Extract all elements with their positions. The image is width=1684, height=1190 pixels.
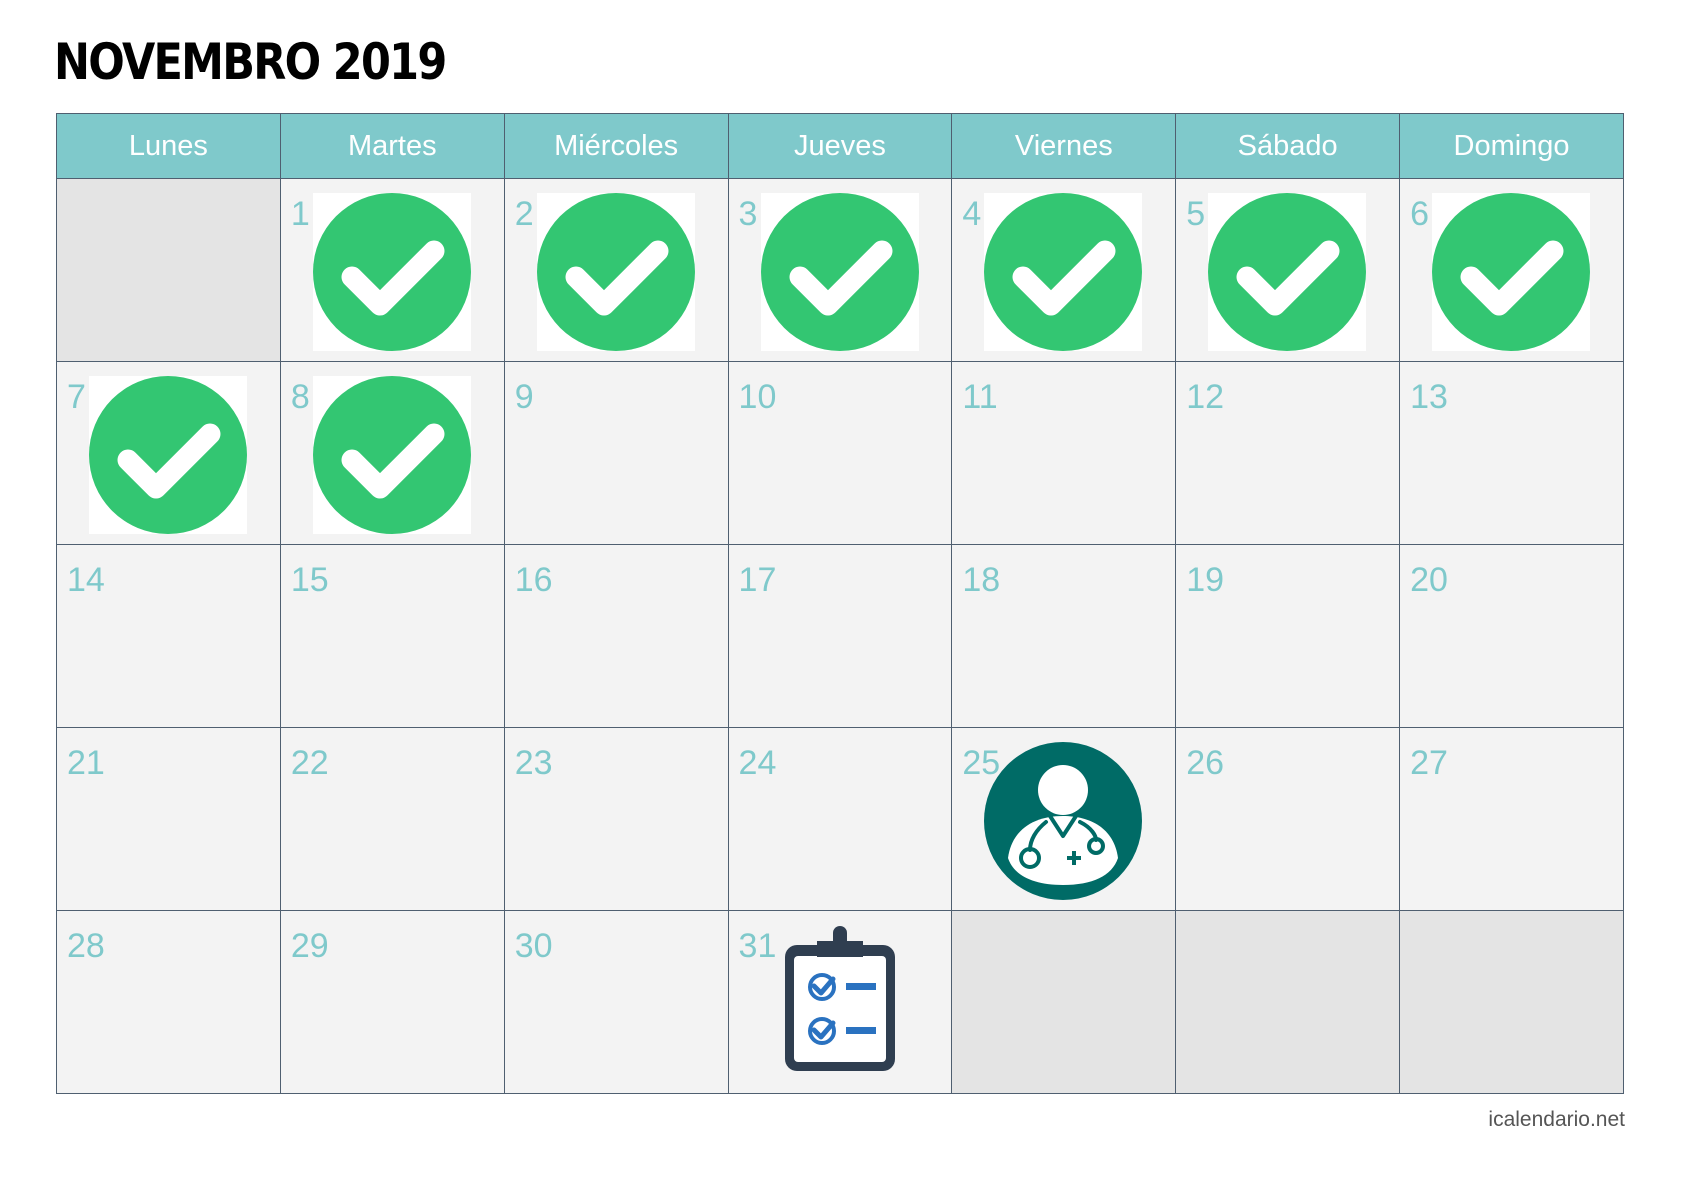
day-number: 16: [514, 561, 553, 599]
day-number: 6: [1410, 195, 1429, 233]
checkmark-circle-icon: [536, 193, 695, 351]
day-number: 5: [1186, 195, 1206, 233]
day-number: 29: [290, 927, 329, 965]
checkmark-circle-icon: [760, 193, 919, 351]
day-cell-7: 7: [56, 361, 281, 545]
day-number: 18: [962, 561, 1001, 599]
day-cell-10: 10: [727, 361, 953, 545]
day-cell-3: 3: [727, 178, 953, 362]
day-number: 24: [738, 744, 777, 782]
day-number: 27: [1410, 744, 1448, 782]
weekday-header-sabado: Sábado: [1175, 113, 1401, 179]
day-number: 20: [1410, 561, 1448, 599]
day-cell-23: 23: [503, 727, 729, 911]
day-number: 19: [1186, 561, 1225, 599]
day-cell-4: 4: [951, 178, 1177, 362]
day-number: 9: [514, 378, 534, 416]
day-number: 7: [67, 378, 86, 416]
day-cell-21: 21: [56, 727, 281, 911]
page-title: NOVEMBRO 2019: [54, 33, 447, 91]
day-number: 28: [67, 927, 105, 965]
weekday-header-row: Lunes Martes Miércoles Jueves Viernes Sá…: [56, 113, 1624, 179]
day-cell-31: 31: [727, 910, 953, 1094]
checkmark-circle-icon: [312, 193, 471, 351]
day-cell-13: 13: [1399, 361, 1624, 545]
day-number: 1: [290, 195, 310, 233]
day-cell-6: 6: [1399, 178, 1624, 362]
day-cell-19: 19: [1175, 544, 1401, 728]
weekday-header-lunes: Lunes: [56, 113, 281, 179]
empty-day-cell: [951, 910, 1177, 1094]
day-cell-24: 24: [727, 727, 953, 911]
day-number: 23: [514, 744, 553, 782]
day-number: 13: [1410, 378, 1448, 416]
weekday-header-viernes: Viernes: [951, 113, 1177, 179]
day-number: 11: [962, 378, 998, 416]
weekday-header-domingo: Domingo: [1399, 113, 1624, 179]
day-number: 22: [290, 744, 329, 782]
day-number: 15: [290, 561, 329, 599]
day-number: 14: [67, 561, 105, 599]
day-cell-1: 1: [279, 178, 505, 362]
weekday-header-martes: Martes: [279, 113, 505, 179]
day-number: 3: [738, 195, 758, 233]
day-cell-8: 8: [279, 361, 505, 545]
day-cell-28: 28: [56, 910, 281, 1094]
week-row: 1 2 3 4 5 6: [56, 178, 1624, 362]
empty-day-cell: [56, 178, 281, 362]
day-cell-12: 12: [1175, 361, 1401, 545]
checkmark-circle-icon: [312, 376, 471, 534]
weekday-header-jueves: Jueves: [727, 113, 953, 179]
checkmark-circle-icon: [1432, 193, 1591, 351]
day-number: 2: [514, 195, 534, 233]
day-number: 26: [1186, 744, 1225, 782]
checkmark-circle-icon: [89, 376, 247, 534]
day-number: 21: [67, 744, 105, 782]
day-cell-18: 18: [951, 544, 1177, 728]
day-cell-26: 26: [1175, 727, 1401, 911]
day-number: 4: [962, 195, 982, 233]
day-cell-5: 5: [1175, 178, 1401, 362]
day-number: 12: [1186, 378, 1225, 416]
calendar-body: 1 2 3 4 5 6 7 8 9 10 11 12 13 14 15 16 17 18 19 20 21 22 23 24 2…: [56, 178, 1624, 1094]
day-cell-9: 9: [503, 361, 729, 545]
day-number: 8: [290, 378, 310, 416]
day-cell-2: 2: [503, 178, 729, 362]
doctor-icon: [984, 742, 1143, 900]
site-credit: icalendario.net: [1488, 1108, 1625, 1131]
clipboard-checklist-icon: [761, 925, 919, 1083]
day-number: 31: [738, 927, 777, 965]
day-cell-15: 15: [279, 544, 505, 728]
week-row: 14 15 16 17 18 19 20: [56, 544, 1624, 728]
checkmark-circle-icon: [984, 193, 1143, 351]
day-cell-17: 17: [727, 544, 953, 728]
weekday-header-miercoles: Miércoles: [503, 113, 729, 179]
day-number: 17: [738, 561, 777, 599]
day-cell-30: 30: [503, 910, 729, 1094]
day-cell-14: 14: [56, 544, 281, 728]
week-row: 7 8 9 10 11 12 13: [56, 361, 1624, 545]
week-row: 28 29 30 31: [56, 910, 1624, 1094]
day-cell-27: 27: [1399, 727, 1624, 911]
day-cell-25: 25: [951, 727, 1177, 911]
day-number: 25: [962, 744, 1001, 782]
day-cell-11: 11: [951, 361, 1177, 545]
day-number: 30: [514, 927, 553, 965]
day-cell-20: 20: [1399, 544, 1624, 728]
week-row: 21 22 23 24 25 26 27: [56, 727, 1624, 911]
empty-day-cell: [1399, 910, 1624, 1094]
empty-day-cell: [1175, 910, 1401, 1094]
day-number: 10: [738, 378, 777, 416]
calendar-grid: Lunes Martes Miércoles Jueves Viernes Sá…: [56, 113, 1624, 1094]
day-cell-16: 16: [503, 544, 729, 728]
day-cell-29: 29: [279, 910, 505, 1094]
checkmark-circle-icon: [1208, 193, 1367, 351]
day-cell-22: 22: [279, 727, 505, 911]
